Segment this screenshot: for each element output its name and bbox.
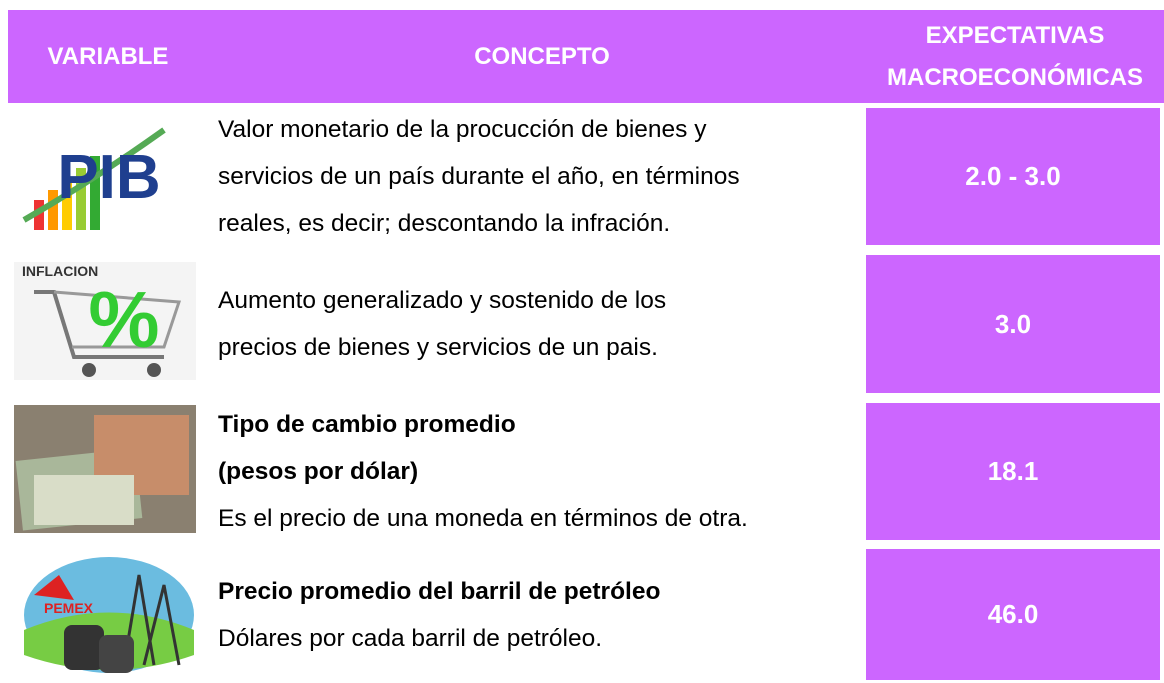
concept-cell: Valor monetario de la procucción de bien… xyxy=(218,108,868,245)
icon-label: PIB xyxy=(57,143,160,212)
expectation-cell: 18.1 xyxy=(866,403,1160,540)
concept-cell: Precio promedio del barril de petróleo Dó… xyxy=(218,549,868,680)
concept-text: Aumento generalizado y sostenido de los xyxy=(218,287,667,314)
concept-text: Dólares por cada barril de petróleo. xyxy=(218,624,603,652)
header-cell: EXPECTATIVAS MACROECONÓMICAS xyxy=(866,10,1164,103)
header-bar xyxy=(8,10,1164,103)
concept-cell: Aumento generalizado y sostenido de los p… xyxy=(218,255,868,393)
icon-label: PEMEX xyxy=(44,600,94,616)
pib-icon: PIB xyxy=(22,127,166,230)
inflation-icon: INFLACION % xyxy=(14,262,196,380)
header-text: VARIABLE xyxy=(47,42,169,70)
icon-label: INFLACION xyxy=(22,263,98,279)
expectation-value: 18.1 xyxy=(987,456,1039,486)
concept-text: reales, es decir; descontando la infraci… xyxy=(218,210,671,237)
expectation-cell: 2.0 - 3.0 xyxy=(866,108,1160,245)
concept-text: precios de bienes y servicios de un pais… xyxy=(218,334,658,361)
concept-title: Tipo de cambio promedio xyxy=(218,411,516,438)
expectation-value: 2.0 - 3.0 xyxy=(965,161,1061,191)
concept-cell: Tipo de cambio promedio (pesos por dólar)… xyxy=(218,403,868,540)
expectation-cell: 46.0 xyxy=(866,549,1160,680)
pemex-icon: PEMEX xyxy=(24,557,194,673)
concept-title: (pesos por dólar) xyxy=(218,458,419,485)
concept-text: Valor monetario de la procucción de bien… xyxy=(218,116,707,143)
expectation-cell: 3.0 xyxy=(866,255,1160,393)
concept-title: Precio promedio del barril de petróleo xyxy=(218,577,661,605)
header-text: MACROECONÓMICAS xyxy=(887,63,1143,91)
expectation-value: 3.0 xyxy=(994,308,1032,339)
header-cell: VARIABLE xyxy=(8,10,208,103)
header-text: EXPECTATIVAS xyxy=(925,21,1105,49)
money-icon xyxy=(14,405,196,533)
expectation-value: 46.0 xyxy=(987,599,1039,629)
header-cell: CONCEPTO xyxy=(218,10,866,103)
concept-text: Es el precio de una moneda en términos d… xyxy=(218,505,748,532)
header-text: CONCEPTO xyxy=(474,42,610,70)
concept-text: servicios de un país durante el año, en … xyxy=(218,163,740,190)
svg-text:%: % xyxy=(88,275,159,364)
